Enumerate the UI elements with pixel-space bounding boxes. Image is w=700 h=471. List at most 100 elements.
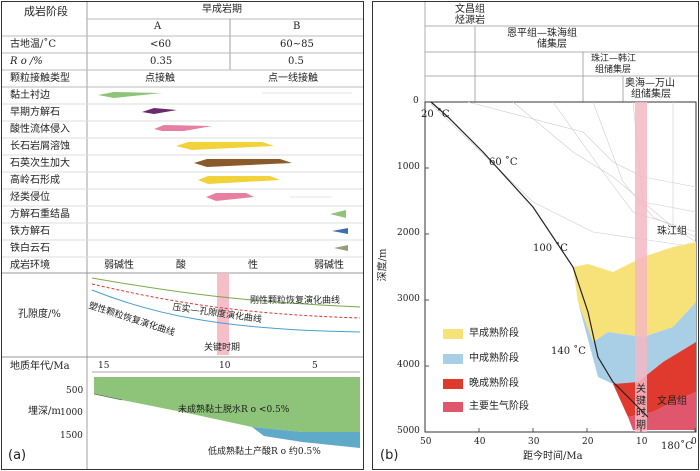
depth-tick-1500: 1500 [60, 431, 83, 441]
x-tick-20: 20 [582, 437, 594, 447]
panel-a-tag: (a) [8, 448, 27, 463]
depth-tick-500: 500 [66, 386, 84, 396]
row-contact-label: 颗粒接触类型 [10, 73, 70, 84]
panel-b: 文昌组 烃源岩 恩平组—珠海组 储集层 珠江—韩江 组储集层 奥海—万山 组储集… [372, 1, 699, 470]
row-temp-label: 古地温/˚C [10, 39, 57, 50]
burial-band-immature [94, 377, 360, 432]
process-label-8: 铁方解石 [10, 226, 50, 237]
rigid-curve-label: 刚性颗粒恢复演化曲线 [250, 296, 341, 306]
row-contact-a: 点接触 [145, 73, 175, 84]
panel-a: 成岩阶段 早成岩期 A B 古地温/˚C <60 60~85 R o /% 0.… [1, 1, 364, 470]
row-temp-b: 60~85 [280, 39, 314, 50]
process-bar-calcite-recrystal [330, 210, 346, 218]
process-label-0: 黏土衬边 [10, 90, 50, 101]
process-label-3: 长石岩屑溶蚀 [10, 141, 70, 152]
x-tick-30: 30 [528, 437, 540, 447]
label-wenchang: 文昌组 [657, 396, 687, 407]
legend-label-2: 晚成熟阶段 [469, 378, 519, 389]
environment-label: 成岩环境 [10, 260, 50, 271]
process-bar-kaolinite [198, 176, 280, 184]
key-label-2: 键 [636, 396, 646, 407]
formation-source-rock: 烃源岩 [455, 15, 485, 26]
key-period-bar-b [635, 102, 647, 432]
key-period-bar [217, 273, 229, 355]
basin-outline [430, 101, 649, 418]
age-tick-10: 10 [219, 361, 231, 371]
formation-wenchang: 文昌组 [455, 4, 485, 15]
rigid-grain-curve [91, 277, 361, 308]
y-tick-2000: 2000 [397, 228, 420, 238]
key-label-4: 期 [636, 420, 646, 431]
x-tick-10: 10 [636, 437, 648, 447]
process-label-5: 高岭石形成 [10, 175, 60, 186]
process-bar-hydrocarbon [206, 193, 254, 201]
process-bar-quartz-overgrowth [194, 159, 292, 167]
depth-tick-1000: 1000 [60, 408, 83, 418]
process-label-6: 烃类侵位 [10, 192, 50, 203]
env-value-2: 性 [248, 260, 258, 271]
isotherm-180: 180˚C [661, 441, 693, 452]
formation-zhujiang-hanjiang: 珠江—韩江 [591, 54, 637, 64]
compaction-curve [91, 283, 361, 319]
period-header: 早成岩期 [202, 4, 242, 15]
panel-a-canvas [2, 2, 363, 469]
row-ro-b: 0.5 [288, 56, 304, 67]
panel-b-tag: (b) [380, 448, 399, 463]
row-temp-a: <60 [150, 39, 172, 50]
legend-swatch-2 [443, 379, 463, 389]
key-label-3: 时 [636, 408, 646, 419]
process-label-1: 早期方解石 [10, 107, 60, 118]
formation-reservoir-2: 组储集层 [595, 65, 632, 75]
y-tick-4000: 4000 [397, 360, 420, 370]
process-label-2: 酸性流体侵入 [10, 124, 70, 135]
age-label: 地质年代/Ma [10, 361, 70, 372]
x-tick-0: 0 [691, 437, 697, 447]
row-contact-b: 点一线接触 [268, 73, 318, 84]
zone-late-mature [613, 342, 696, 417]
formation-enping: 恩平组—珠海组 [507, 28, 577, 39]
band-low-mature-label: 低成熟黏土产酸R o 约0.5% [208, 447, 321, 457]
isotherm-140: 140 ˚C [551, 346, 586, 357]
y-tick-3000: 3000 [397, 294, 420, 304]
env-value-1: 酸 [176, 260, 186, 271]
formation-aohai: 奥海—万山 [625, 78, 675, 89]
band-immature-label: 未成熟黏土脱水R o <0.5% [178, 405, 290, 415]
row-ro-a: 0.35 [150, 56, 173, 67]
process-bar-clay-rim [98, 92, 162, 98]
legend-label-0: 早成熟阶段 [469, 328, 519, 339]
panel-b-canvas [424, 2, 698, 433]
x-axis-label: 距今时间/Ma [523, 451, 583, 462]
formation-reservoir-3: 组储集层 [631, 89, 671, 100]
process-label-7: 方解石重结晶 [10, 209, 70, 220]
legend-label-3: 主要生气阶段 [469, 401, 529, 412]
y-tick-1000: 1000 [397, 162, 420, 172]
isotherm-20: 20 ˚C [421, 109, 450, 120]
depth-label-a: 埋深/m [28, 406, 61, 417]
stage-header: 成岩阶段 [24, 5, 68, 18]
zone-early-mature [573, 242, 696, 342]
legend-swatch-1 [443, 354, 463, 364]
isotherm-60: 60 ˚C [489, 157, 518, 168]
process-bar-feldspar-dissolution [176, 142, 274, 150]
legend-label-1: 中成熟阶段 [469, 353, 519, 364]
process-bar-ferrocalcite [332, 228, 348, 234]
burial-band-low-mature [252, 427, 360, 448]
process-bar-acid-fluid [154, 125, 212, 131]
plastic-grain-curve [91, 289, 361, 333]
legend-swatch-3 [443, 402, 463, 412]
process-label-9: 铁白云石 [10, 243, 50, 254]
sub-header-b: B [293, 21, 301, 32]
porosity-label: 孔隙度/% [18, 309, 61, 320]
sub-header-a: A [154, 21, 162, 32]
label-zhujiang: 珠江组 [657, 226, 687, 237]
process-bar-early-calcite [142, 108, 177, 114]
age-tick-15: 15 [98, 361, 110, 371]
legend-swatch-0 [443, 329, 463, 339]
age-tick-5: 5 [312, 361, 318, 371]
isotherm-100: 100 ˚C [533, 243, 568, 254]
formation-reservoir-1: 储集层 [537, 39, 567, 50]
env-value-0: 弱碱性 [104, 260, 134, 271]
y-axis-label: 深度/m [377, 248, 389, 282]
process-bar-ankerite [334, 245, 348, 251]
y-tick-5000: 5000 [397, 426, 420, 436]
